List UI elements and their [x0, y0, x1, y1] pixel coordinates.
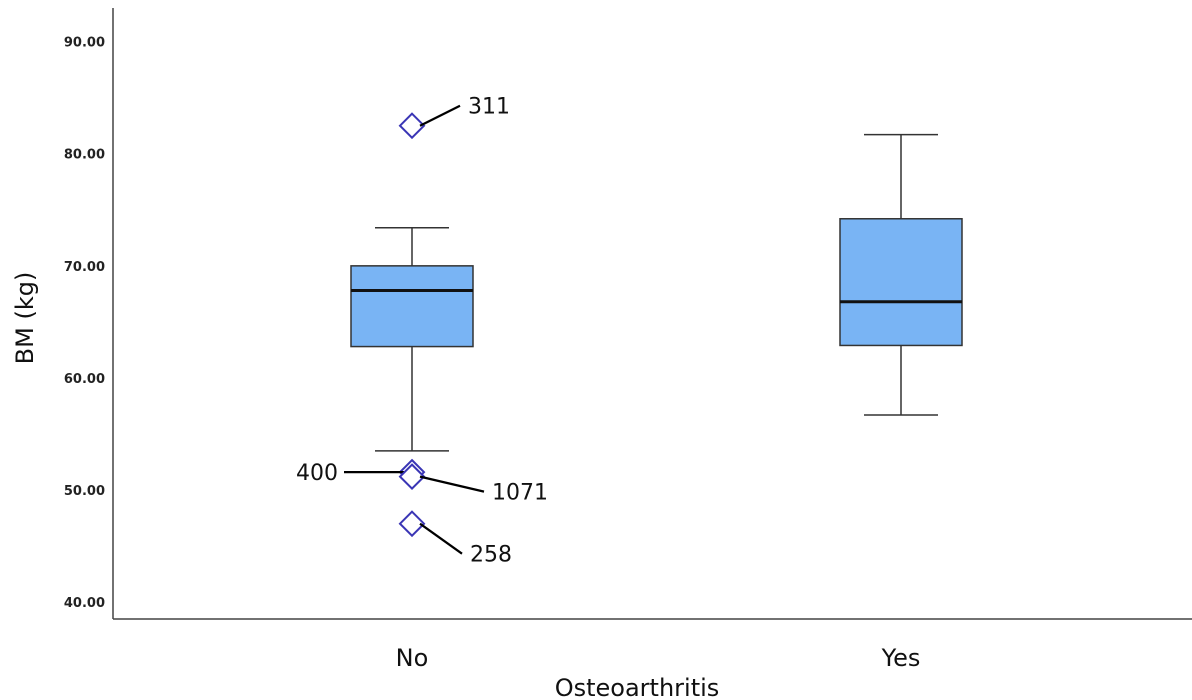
y-tick-label: 90.00 [64, 36, 105, 51]
iqr-box [350, 265, 474, 348]
x-category-label: Yes [881, 644, 921, 672]
y-tick-label: 70.00 [64, 260, 105, 275]
y-tick-label: 50.00 [64, 484, 105, 499]
outlier-label: 400 [296, 461, 338, 486]
y-tick-label: 60.00 [64, 372, 105, 387]
y-tick-label: 80.00 [64, 148, 105, 163]
outlier-marker [398, 463, 426, 491]
outlier-marker [398, 112, 426, 140]
outlier-311: 311 [398, 95, 510, 140]
x-axis-title: Osteoarthritis [555, 674, 720, 700]
outlier-258: 258 [398, 510, 512, 568]
outlier-label: 258 [470, 543, 512, 568]
boxes [350, 133, 963, 452]
box-no [350, 226, 474, 452]
iqr-box [839, 218, 963, 347]
y-axis-title: BM (kg) [11, 272, 39, 365]
outliers: 311 400 1071 258 [296, 95, 548, 568]
x-category-label: No [396, 644, 429, 672]
outlier-label: 1071 [492, 481, 548, 506]
y-tick-label: 40.00 [64, 596, 105, 611]
outlier-leader-line [419, 475, 485, 493]
outlier-leader-line [419, 522, 463, 555]
outlier-1071: 1071 [398, 463, 548, 506]
x-axis: No Yes [113, 618, 1192, 672]
outlier-leader-line [419, 104, 461, 127]
outlier-marker [398, 510, 426, 538]
outlier-label: 311 [468, 95, 510, 120]
y-axis: 40.00 50.00 60.00 70.00 80.00 90.00 [64, 8, 114, 619]
box-yes [839, 133, 963, 416]
